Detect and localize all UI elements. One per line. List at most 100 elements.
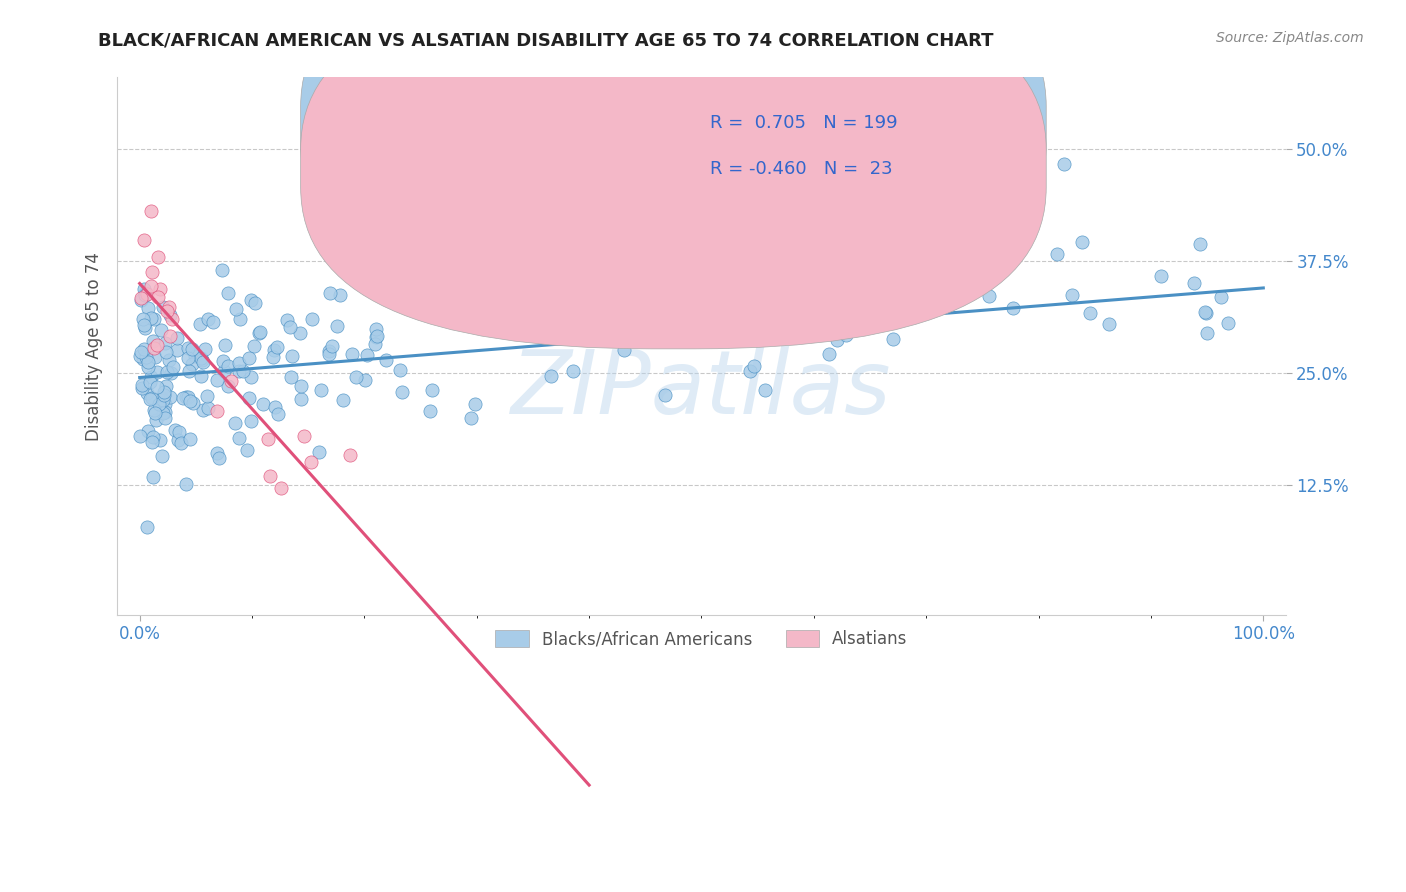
Point [141,264,163,278]
Point [214,338,236,352]
Point [301,312,323,326]
Text: ZIPatllas: ZIPatllas [512,346,891,432]
Point [319,285,342,300]
Point [339,448,361,462]
Point [263,343,285,357]
Point [979,289,1001,303]
Point [165,423,187,437]
Point [132,352,155,367]
Point [270,481,292,495]
Point [152,393,174,408]
Point [142,470,165,484]
Point [134,288,156,302]
Point [374,353,396,368]
Point [141,279,163,293]
Point [366,329,388,343]
Point [742,359,765,374]
Point [309,383,332,397]
Point [354,373,377,387]
Point [228,364,250,378]
Point [179,394,201,409]
Point [139,392,162,406]
Point [257,432,280,446]
Point [157,352,180,367]
Point [238,351,260,365]
Point [235,442,257,457]
Point [148,397,170,411]
Point [768,316,790,330]
Point [217,378,239,392]
Point [143,406,166,420]
Point [138,301,160,315]
Point [224,416,246,430]
Point [143,402,166,417]
Point [166,343,188,358]
Point [364,337,387,351]
Point [146,290,169,304]
Point [211,263,233,277]
Point [886,282,908,296]
Point [184,349,207,363]
Point [211,354,233,368]
Point [166,331,188,345]
Text: R =  0.705   N = 199: R = 0.705 N = 199 [710,114,897,132]
Point [1149,269,1171,284]
Point [364,330,387,344]
Point [527,256,550,270]
Point [131,345,153,359]
Point [988,230,1011,244]
Point [142,334,165,348]
Point [159,390,181,404]
Point [174,477,197,491]
Point [326,319,349,334]
Point [467,309,489,323]
Point [188,317,211,331]
Point [318,343,340,358]
Point [135,350,157,364]
Point [332,392,354,407]
Point [290,379,312,393]
Point [1182,277,1205,291]
Text: Source: ZipAtlas.com: Source: ZipAtlas.com [1216,31,1364,45]
Point [229,311,252,326]
Point [239,369,262,384]
Point [156,304,179,318]
Point [139,370,162,384]
Point [1078,306,1101,320]
Point [155,378,177,392]
Point [264,400,287,414]
Point [143,350,166,364]
Point [195,389,218,403]
Point [139,310,162,325]
Legend: Blacks/African Americans, Alsatians: Blacks/African Americans, Alsatians [489,624,914,655]
Point [129,349,152,363]
Point [1188,237,1211,252]
Point [243,295,266,310]
FancyBboxPatch shape [626,88,970,201]
Point [292,429,315,443]
Point [129,291,152,305]
Point [177,390,200,404]
Point [240,293,263,308]
Point [191,402,214,417]
Point [477,275,499,289]
Point [1209,290,1232,304]
Point [150,323,173,337]
Point [176,351,198,365]
Text: BLACK/AFRICAN AMERICAN VS ALSATIAN DISABILITY AGE 65 TO 74 CORRELATION CHART: BLACK/AFRICAN AMERICAN VS ALSATIAN DISAB… [98,31,994,49]
Point [205,403,228,417]
Point [217,359,239,373]
Point [1053,157,1076,171]
Point [225,301,247,316]
Point [835,328,858,343]
Point [190,353,212,368]
Point [141,435,163,450]
Point [153,405,176,419]
Point [146,365,169,379]
Point [136,359,159,374]
Point [136,425,159,439]
Point [817,347,839,361]
Point [181,357,204,371]
Point [190,351,212,365]
Point [420,384,443,398]
